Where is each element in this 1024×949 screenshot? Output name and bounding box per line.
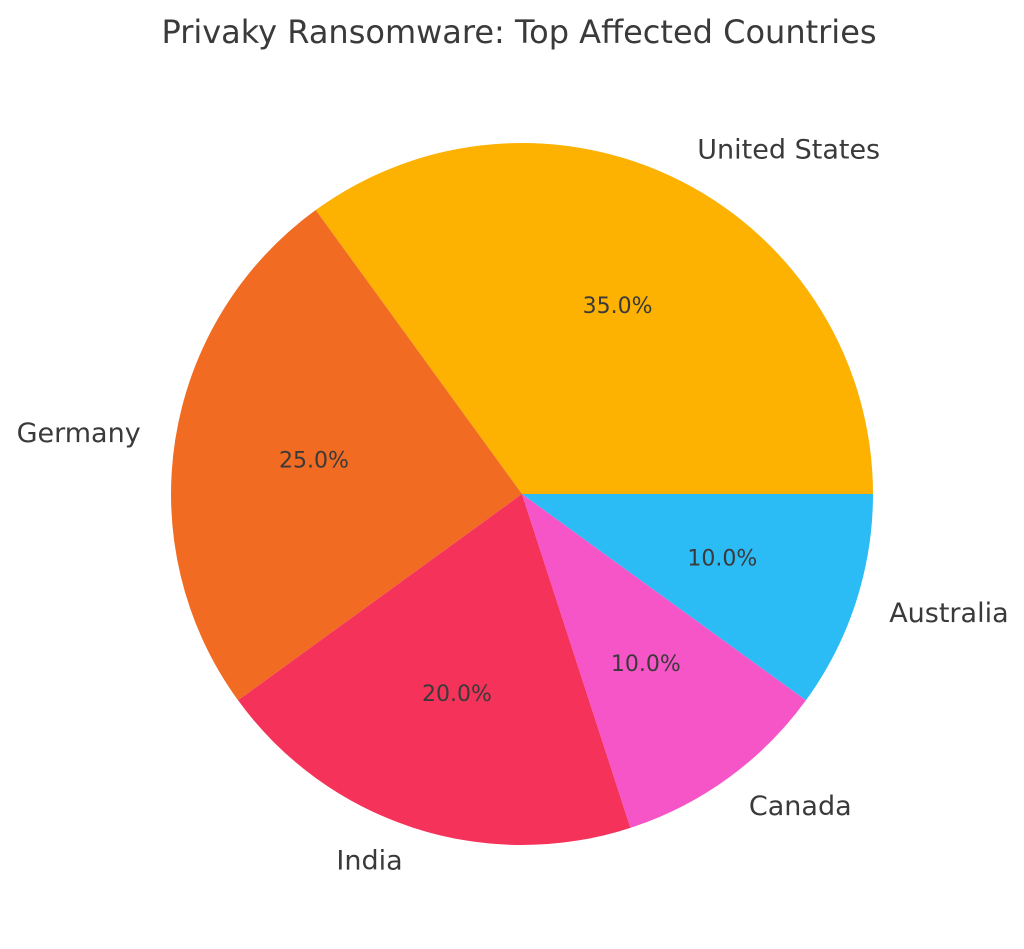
chart-title: Privaky Ransomware: Top Affected Countri… — [161, 13, 877, 51]
slice-label-australia: Australia — [889, 598, 1008, 629]
slice-label-canada: Canada — [749, 791, 852, 822]
pie-slice-germany — [171, 210, 522, 701]
slice-label-india: India — [336, 846, 402, 877]
pie-slice-united-states — [315, 143, 873, 494]
pie-slice-canada — [522, 494, 806, 828]
pct-label-india: 20.0% — [422, 682, 492, 707]
pie-slice-india — [238, 494, 631, 845]
slice-label-united-states: United States — [697, 135, 880, 166]
pct-label-united-states: 35.0% — [583, 294, 653, 319]
pie-slice-australia — [522, 494, 873, 701]
slice-label-germany: Germany — [17, 418, 141, 449]
pct-label-germany: 25.0% — [279, 449, 349, 474]
pct-label-australia: 10.0% — [687, 547, 757, 572]
pct-label-canada: 10.0% — [611, 652, 681, 677]
